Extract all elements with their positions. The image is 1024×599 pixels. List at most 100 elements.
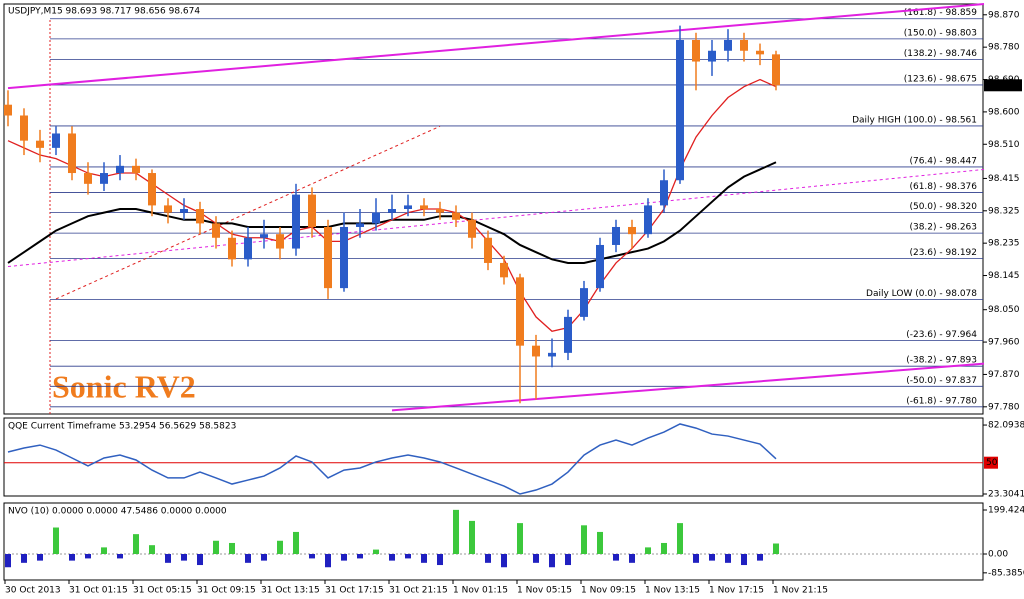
nvo-bar [693,554,699,563]
nvo-bar [277,540,283,555]
nvo-bar [405,554,411,559]
nvo-bar [773,543,779,555]
nvo-bar [373,549,379,555]
nvo-bar [357,554,363,559]
nvo-bar [517,523,523,555]
nvo-bar [85,554,91,559]
fib-label: (76.4) - 98.447 [909,156,977,166]
candle-body [132,165,140,174]
nvo-bar [469,520,475,555]
nvo-bar [565,554,571,566]
trend-line [7,168,985,268]
candle-body [212,223,220,238]
nvo-bar [213,540,219,555]
fib-label: (50.0) - 98.320 [909,202,977,212]
candle-body [404,205,412,209]
nvo-bar [245,554,251,563]
y-tick-label: 97.780 [988,402,1020,412]
y-tick-label: 98.325 [988,206,1020,216]
candle-body [708,50,716,62]
nvo-bar [229,542,235,555]
qqe-title: QQE Current Timeframe 53.2954 56.5629 58… [8,422,236,432]
candle-body [228,237,236,260]
candle-body [740,39,748,51]
fib-label: (-61.8) - 97.780 [906,396,977,406]
candle-body [100,173,108,184]
fib-label: (150.0) - 98.803 [904,28,977,38]
x-tick-label: 1 Nov 05:15 [517,586,572,596]
nvo-bar [69,554,75,561]
x-tick-label: 1 Nov 13:15 [645,586,700,596]
trend-line [391,362,985,412]
candle-body [628,226,636,235]
candle-body [644,205,652,235]
nvo-panel [3,502,984,581]
nvo-bar [197,554,203,566]
nvo-bar [453,509,459,555]
x-tick-label: 1 Nov 21:15 [773,586,828,596]
candle-body [676,39,684,181]
candle-body [244,237,252,260]
nvo-bar [149,545,155,555]
nvo-bar [341,554,347,561]
candle-body [772,54,780,86]
y-tick-label: 23.3041 [988,490,1024,500]
y-tick-label: 199.4241 [988,505,1024,515]
fib-label: (-50.0) - 97.837 [906,376,977,386]
y-tick-label: 98.510 [988,140,1020,150]
candle-body [276,234,284,249]
x-tick-label: 31 Oct 01:15 [69,586,128,596]
candle-body [420,205,428,209]
nvo-bar [133,534,139,555]
candle-body [68,133,76,174]
nvo-bar [437,554,443,566]
candle-body [516,277,524,346]
candle-body [660,180,668,206]
fib-label: (161.8) - 98.859 [904,8,978,18]
y-tick-label: 97.960 [988,338,1020,348]
nvo-bar [597,531,603,555]
qqe-line [7,423,777,495]
nvo-bar [501,554,507,568]
candle-body [580,288,588,317]
fib-label: (123.6) - 98.675 [904,74,977,84]
fib-label: Daily LOW (0.0) - 98.078 [866,289,977,299]
candle-body [116,165,124,174]
nvo-bar [165,554,171,563]
candle-body [436,209,444,213]
y-tick-label: 98.050 [988,305,1020,315]
nvo-bar [53,527,59,555]
candle-body [692,39,700,62]
fib-label: (23.6) - 98.192 [909,248,977,258]
fib-label: (38.2) - 98.263 [909,223,977,233]
x-tick-label: 1 Nov 17:15 [709,586,764,596]
fib-label: (-38.2) - 97.893 [906,356,977,366]
candle-body [356,223,364,227]
candle-body [532,345,540,357]
nvo-title: NVO (10) 0.0000 0.0000 47.5486 0.0000 0.… [8,507,227,517]
nvo-bar [293,531,299,555]
candle-body [52,133,60,148]
candle-body [260,234,268,238]
candle-body [500,262,508,278]
x-tick-label: 1 Nov 01:15 [453,586,508,596]
x-tick-label: 31 Oct 05:15 [133,586,192,596]
candle-body [388,209,396,213]
qqe-panel [3,417,984,497]
candle-body [148,173,156,206]
candle-body [596,244,604,289]
x-tick-label: 31 Oct 09:15 [197,586,256,596]
nvo-bar [741,554,747,566]
nvo-bar [533,554,539,563]
candle-body [548,352,556,357]
candle-body [484,237,492,263]
candle-body [340,226,348,289]
candle-body [468,219,476,238]
x-tick-label: 31 Oct 13:15 [261,586,320,596]
candle-body [36,140,44,148]
nvo-bar [757,554,763,561]
y-tick-label: 82.0938 [988,421,1024,431]
x-tick-label: 30 Oct 2013 [5,586,61,596]
nvo-bar [5,554,11,568]
candle-body [164,205,172,213]
